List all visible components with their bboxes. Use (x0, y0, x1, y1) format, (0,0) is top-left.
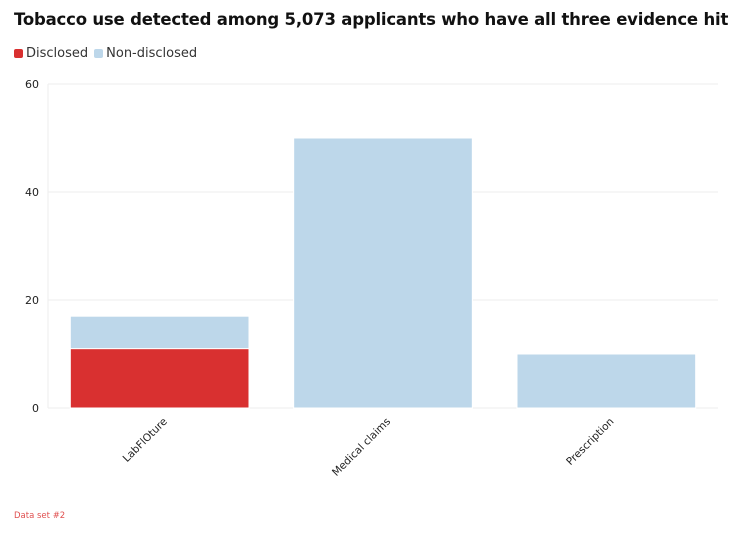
legend-item-non-disclosed[interactable]: Non-disclosed (94, 46, 197, 61)
x-tick-label-2: Prescription (564, 416, 616, 468)
legend-swatch-non-disclosed (94, 49, 104, 58)
bar-non-disclosed-0 (69, 315, 250, 350)
legend: Disclosed Non-disclosed (14, 46, 197, 61)
y-tick-label-0: 0 (32, 402, 39, 415)
x-tick-label-0: LabFlOture (121, 416, 170, 465)
y-tick-label-20: 20 (25, 294, 39, 307)
bar-non-disclosed-2 (516, 353, 697, 409)
bar-non-disclosed-1 (293, 137, 473, 409)
chart-title: Tobacco use detected among 5,073 applica… (14, 10, 729, 29)
x-tick-label-1: Medical claims (330, 416, 393, 479)
legend-swatch-disclosed (14, 49, 23, 58)
legend-label-disclosed: Disclosed (26, 46, 89, 61)
legend-item-disclosed[interactable]: Disclosed (14, 46, 88, 61)
bar-disclosed-0 (69, 348, 250, 409)
y-tick-label-40: 40 (25, 186, 39, 199)
y-tick-label-60: 60 (25, 78, 39, 91)
legend-label-non-disclosed: Non-disclosed (106, 46, 198, 61)
footnote: Data set #2 (14, 511, 66, 521)
